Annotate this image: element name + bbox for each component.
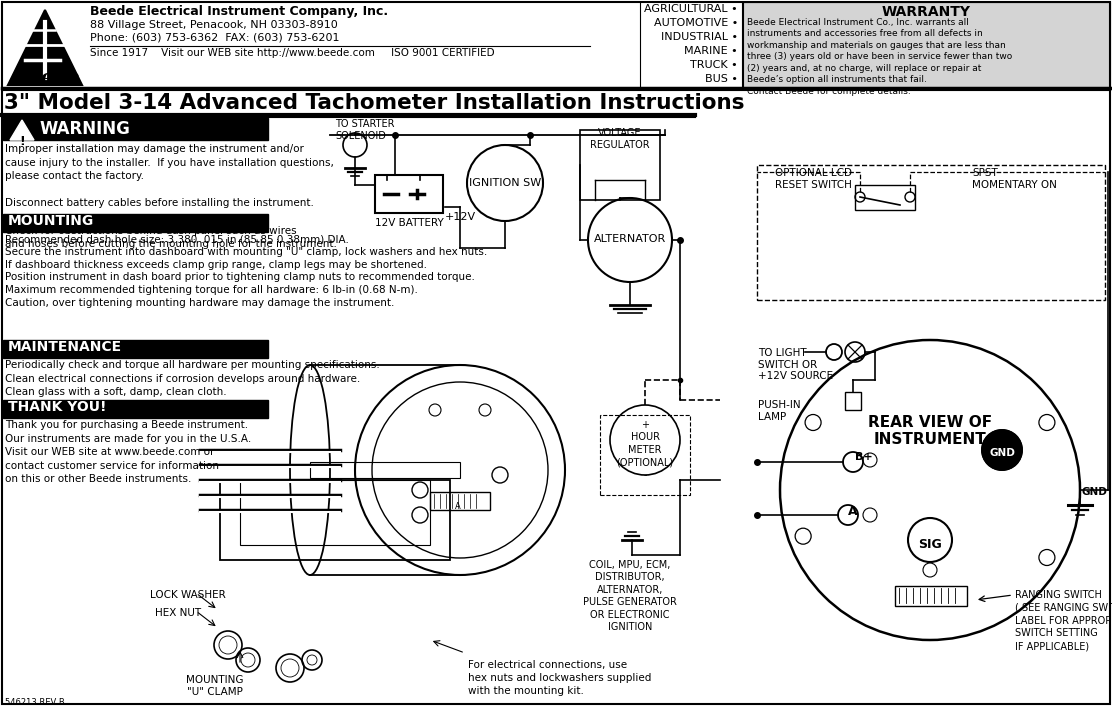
Text: MARINE •: MARINE • xyxy=(684,46,738,56)
Text: ALTERNATOR: ALTERNATOR xyxy=(594,234,666,244)
Bar xyxy=(3,340,268,358)
Text: MAINTENANCE: MAINTENANCE xyxy=(8,340,122,354)
Bar xyxy=(895,586,967,606)
Text: GND: GND xyxy=(1082,487,1108,497)
Text: PUSH-IN
LAMP: PUSH-IN LAMP xyxy=(758,400,801,421)
Text: 3" Model 3-14 Advanced Tachometer Installation Instructions: 3" Model 3-14 Advanced Tachometer Instal… xyxy=(4,93,745,113)
Text: THANK YOU!: THANK YOU! xyxy=(8,400,107,414)
Bar xyxy=(3,214,268,232)
Text: BUS •: BUS • xyxy=(705,74,738,84)
Text: MOUNTING: MOUNTING xyxy=(8,214,95,228)
Text: COIL, MPU, ECM,
DISTRIBUTOR,
ALTERNATOR,
PULSE GENERATOR
OR ELECTRONIC
IGNITION: COIL, MPU, ECM, DISTRIBUTOR, ALTERNATOR,… xyxy=(583,560,677,632)
Bar xyxy=(845,392,861,410)
Text: INDUSTRIAL •: INDUSTRIAL • xyxy=(661,32,738,42)
Bar xyxy=(240,480,430,545)
Text: AGRICULTURAL •: AGRICULTURAL • xyxy=(644,4,738,14)
Bar xyxy=(430,492,490,510)
Text: Improper installation may damage the instrument and/or
cause injury to the insta: Improper installation may damage the ins… xyxy=(4,144,337,249)
Text: GND: GND xyxy=(989,448,1015,458)
Text: Since 1917    Visit our WEB site http://www.beede.com     ISO 9001 CERTIFIED: Since 1917 Visit our WEB site http://www… xyxy=(90,48,495,58)
Text: !: ! xyxy=(19,135,24,148)
Text: OPTIONAL LCD
RESET SWITCH: OPTIONAL LCD RESET SWITCH xyxy=(775,168,852,190)
Text: REAR VIEW OF
INSTRUMENT: REAR VIEW OF INSTRUMENT xyxy=(868,415,992,448)
Text: HEX NUT: HEX NUT xyxy=(155,608,201,618)
Polygon shape xyxy=(10,120,34,140)
Circle shape xyxy=(982,430,1022,470)
Text: Recommended dash hole size: 3.380 .015 in (85.85 0.38mm) DIA.
Secure the instrum: Recommended dash hole size: 3.380 .015 i… xyxy=(4,234,487,308)
Bar xyxy=(220,480,450,560)
Text: For electrical connections, use
hex nuts and lockwashers supplied
with the mount: For electrical connections, use hex nuts… xyxy=(468,660,652,696)
Bar xyxy=(3,400,268,418)
Text: WARRANTY: WARRANTY xyxy=(882,5,971,19)
Text: 546213 REV B
03/29/06: 546213 REV B 03/29/06 xyxy=(4,698,64,706)
Text: +12V: +12V xyxy=(445,212,476,222)
Text: A: A xyxy=(848,505,857,518)
Text: TO STARTER
SOLENOID: TO STARTER SOLENOID xyxy=(335,119,395,140)
Bar xyxy=(743,2,1110,88)
Text: Beede Electrical Instrument Company, Inc.: Beede Electrical Instrument Company, Inc… xyxy=(90,5,388,18)
Bar xyxy=(3,118,268,140)
Text: Beede: Beede xyxy=(12,69,79,87)
Text: 12V BATTERY: 12V BATTERY xyxy=(375,218,444,228)
Text: Beede Electrical Instrument Co., Inc. warrants all
instruments and accessories f: Beede Electrical Instrument Co., Inc. wa… xyxy=(747,18,1012,96)
Text: SPST
MOMENTARY ON: SPST MOMENTARY ON xyxy=(972,168,1056,190)
Bar xyxy=(757,165,1105,300)
Text: A: A xyxy=(455,502,460,511)
Bar xyxy=(580,130,661,200)
Text: Thank you for purchasing a Beede instrument.
Our instruments are made for you in: Thank you for purchasing a Beede instrum… xyxy=(4,420,251,484)
Bar xyxy=(855,185,915,210)
Text: SIG: SIG xyxy=(919,538,942,551)
Text: B+: B+ xyxy=(855,452,873,462)
Text: IGNITION SW: IGNITION SW xyxy=(469,178,542,188)
Text: AUTOMOTIVE •: AUTOMOTIVE • xyxy=(654,18,738,28)
Text: RANGING SWITCH
( SEE RANGING SWITCH
LABEL FOR APPROPRIATE
SWITCH SETTING
IF APPL: RANGING SWITCH ( SEE RANGING SWITCH LABE… xyxy=(1015,590,1112,651)
Polygon shape xyxy=(8,10,82,85)
Text: LOCK WASHER: LOCK WASHER xyxy=(150,590,226,600)
Bar xyxy=(375,175,443,213)
Text: WARNING: WARNING xyxy=(40,120,131,138)
Text: TRUCK •: TRUCK • xyxy=(691,60,738,70)
Text: MOUNTING
"U" CLAMP: MOUNTING "U" CLAMP xyxy=(186,675,244,697)
Text: 88 Village Street, Penacook, NH 03303-8910: 88 Village Street, Penacook, NH 03303-89… xyxy=(90,20,338,30)
Text: VOLTAGE
REGULATOR: VOLTAGE REGULATOR xyxy=(590,128,649,150)
Text: TO LIGHT
SWITCH OR
+12V SOURCE: TO LIGHT SWITCH OR +12V SOURCE xyxy=(758,348,833,381)
Bar xyxy=(600,415,691,495)
Text: Phone: (603) 753-6362  FAX: (603) 753-6201: Phone: (603) 753-6362 FAX: (603) 753-620… xyxy=(90,33,339,43)
Text: +
HOUR
METER
(OPTIONAL)
-: + HOUR METER (OPTIONAL) - xyxy=(616,420,674,479)
Bar xyxy=(310,462,460,478)
Text: Periodically check and torque all hardware per mounting specifications.
Clean el: Periodically check and torque all hardwa… xyxy=(4,360,380,397)
